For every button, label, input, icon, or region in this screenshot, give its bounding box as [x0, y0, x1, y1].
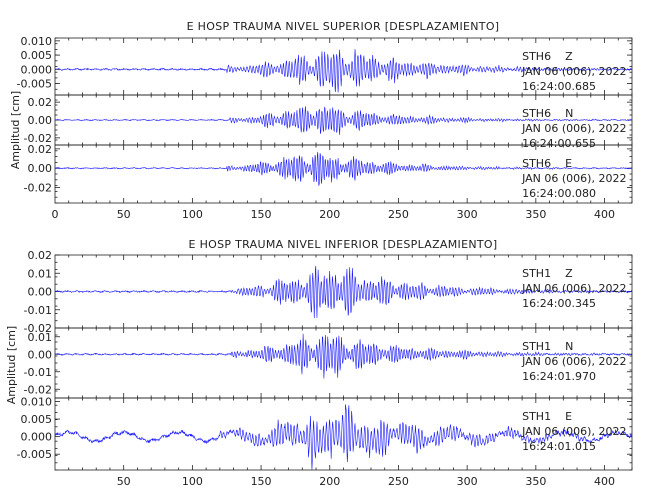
x-tick-label: 200: [319, 475, 340, 488]
station-name: STH6: [522, 50, 551, 63]
x-tick-label: 350: [525, 475, 546, 488]
x-tick-label: 200: [319, 208, 340, 221]
record-time: 16:24:01.015: [522, 440, 596, 453]
chart-title-inferior: E HOSP TRAUMA NIVEL INFERIOR [DESPLAZAMI…: [189, 238, 498, 251]
y-tick-label: -0.02: [24, 182, 52, 195]
record-date: JAN 06 (006), 2022: [521, 425, 626, 438]
y-tick-label: 0.000: [21, 431, 53, 444]
station-label: STH1 N: [522, 340, 573, 353]
station-label: STH6 E: [522, 157, 572, 170]
trace-sth1-n: [54, 333, 633, 379]
y-tick-label: 0.005: [21, 49, 53, 62]
x-tick-label: 300: [457, 475, 478, 488]
y-tick-label: 0.01: [28, 267, 53, 280]
trace-sth6-n: [54, 106, 633, 135]
station-name: STH6: [522, 157, 551, 170]
x-tick-label: 350: [525, 208, 546, 221]
trace-sth6-z: [54, 49, 633, 93]
y-tick-label: 0.00: [28, 114, 53, 127]
y-axis-label-superior: Amplitud [cm]: [9, 91, 22, 169]
x-tick-label: 50: [117, 208, 131, 221]
trace-sth1-z: [54, 265, 633, 318]
x-tick-label: 50: [117, 475, 131, 488]
y-tick-label: 0.02: [28, 249, 53, 262]
y-tick-label: 0.000: [21, 63, 53, 76]
chart-title-superior: E HOSP TRAUMA NIVEL SUPERIOR [DESPLAZAMI…: [187, 20, 500, 33]
trace-sth1-e: [54, 404, 633, 470]
y-tick-label: 0.01: [28, 331, 53, 344]
y-tick-label: -0.005: [17, 448, 52, 461]
component-name: E: [565, 410, 572, 423]
record-date: JAN 06 (006), 2022: [521, 65, 626, 78]
panel-sth6-n: 0.02 0.00 -0.02 STH6 N JAN 06 (006), 2022 16:2…: [24, 94, 633, 150]
y-tick-label: 0.02: [28, 96, 53, 109]
y-tick-label: -0.02: [24, 322, 52, 335]
panel-sth6-e: 0.02 0.00 -0.02 STH6 E JAN 06 (006), 2022 16:2…: [24, 143, 633, 204]
y-tick-label: 0.02: [28, 143, 53, 156]
record-time: 16:24:00.655: [522, 137, 596, 150]
station-name: STH6: [522, 107, 551, 120]
station-name: STH1: [522, 267, 551, 280]
x-tick-label: 400: [594, 208, 615, 221]
y-tick-label: 0.00: [28, 348, 53, 361]
x-tick-label: 300: [457, 208, 478, 221]
station-name: STH1: [522, 340, 551, 353]
x-tick-label: 150: [251, 475, 272, 488]
y-tick-label: 0.00: [28, 162, 53, 175]
component-name: N: [565, 340, 573, 353]
y-tick-label: 0.005: [21, 413, 53, 426]
y-tick-label: -0.02: [24, 383, 52, 396]
component-name: Z: [565, 50, 573, 63]
y-tick-label: -0.005: [17, 78, 52, 91]
station-name: STH1: [522, 410, 551, 423]
x-tick-label: 150: [251, 208, 272, 221]
panel-sth1-z: 0.02 0.01 0.00 -0.01 -0.02 STH1 Z JAN 06 (006),…: [24, 249, 633, 335]
y-axis-label-inferior: Amplitud [cm]: [5, 326, 18, 404]
panel-sth1-n: 0.01 0.00 -0.01 -0.02 STH1 N JAN 06 (006), 202…: [24, 327, 633, 399]
x-tick-label: 250: [388, 208, 409, 221]
y-tick-label: -0.01: [24, 304, 52, 317]
component-name: E: [565, 157, 572, 170]
x-tick-label: 0: [52, 208, 59, 221]
station-label: STH1 E: [522, 410, 572, 423]
station-label: STH1 Z: [522, 267, 573, 280]
component-name: Z: [565, 267, 573, 280]
record-date: JAN 06 (006), 2022: [521, 282, 626, 295]
x-tick-label: 100: [182, 475, 203, 488]
y-tick-label: 0.00: [28, 286, 53, 299]
y-tick-label: -0.01: [24, 366, 52, 379]
component-name: N: [565, 107, 573, 120]
x-tick-label: 250: [388, 475, 409, 488]
chart-inferior: 0.02 0.01 0.00 -0.01 -0.02 STH1 Z JAN 06 (006),…: [17, 249, 633, 488]
panel-sth1-e: 0.010 0.005 0.000 -0.005 STH1 E JAN 06 (006), …: [17, 396, 633, 471]
record-date: JAN 06 (006), 2022: [521, 355, 626, 368]
record-time: 16:24:00.685: [522, 80, 596, 93]
y-tick-label: -0.02: [24, 132, 52, 145]
x-tick-label: 100: [182, 208, 203, 221]
station-label: STH6 N: [522, 107, 573, 120]
record-time: 16:24:00.345: [522, 297, 596, 310]
record-time: 16:24:00.080: [522, 187, 596, 200]
record-time: 16:24:01.970: [522, 370, 596, 383]
x-tick-label: 400: [594, 475, 615, 488]
trace-sth6-e: [54, 151, 633, 186]
y-tick-label: 0.010: [21, 396, 53, 409]
station-label: STH6 Z: [522, 50, 573, 63]
y-tick-label: 0.010: [21, 35, 53, 48]
record-date: JAN 06 (006), 2022: [521, 172, 626, 185]
record-date: JAN 06 (006), 2022: [521, 122, 626, 135]
